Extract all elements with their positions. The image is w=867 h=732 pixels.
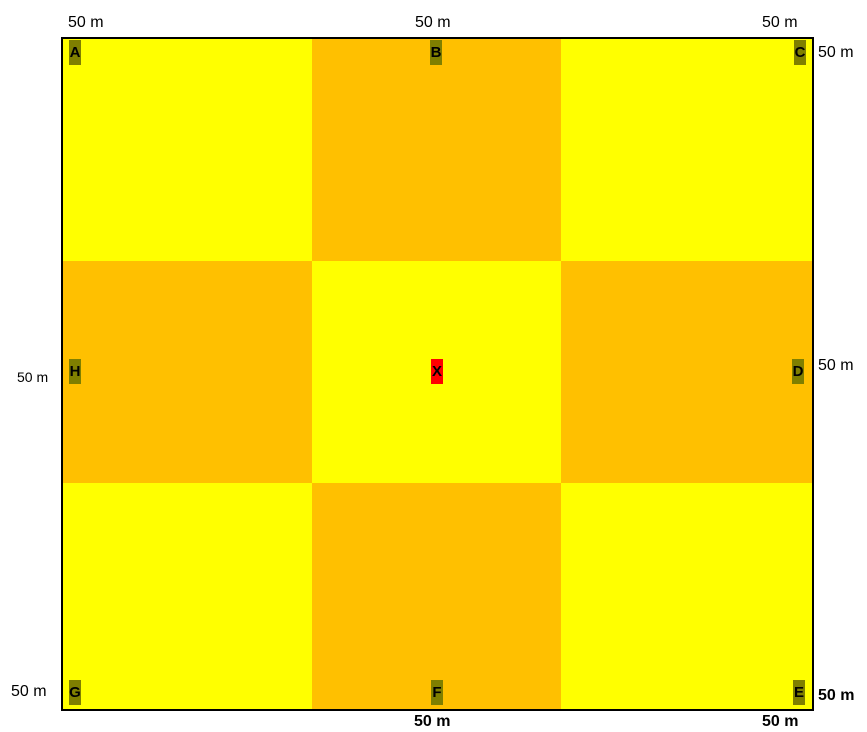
right-top-distance-label: 50 m [818,44,854,61]
marker-x-center: X [431,359,443,384]
top-left-distance-label: 50 m [68,14,104,31]
marker-f: F [431,680,443,705]
marker-a: A [69,40,81,65]
cell-r1-c1 [63,39,312,261]
marker-c: C [794,40,806,65]
bottom-right-distance-label: 50 m [762,713,799,730]
cell-r3-c1 [63,483,312,709]
cell-r3-c3 [561,483,812,709]
cell-r2-c1 [63,261,312,483]
left-bottom-distance-label: 50 m [11,683,47,700]
cell-r2-c3 [561,261,812,483]
cell-r3-c2 [312,483,561,709]
right-middle-distance-label: 50 m [818,357,854,374]
marker-b: B [430,40,442,65]
top-center-distance-label: 50 m [415,14,451,31]
left-middle-distance-label: 50 m [17,369,49,385]
marker-h: H [69,359,81,384]
bottom-center-distance-label: 50 m [414,713,451,730]
plot-grid [61,37,814,711]
marker-d: D [792,359,804,384]
marker-e: E [793,680,805,705]
cell-r1-c3 [561,39,812,261]
top-right-distance-label: 50 m [762,14,798,31]
marker-g: G [69,680,81,705]
cell-r1-c2 [312,39,561,261]
right-bottom-distance-label: 50 m [818,687,855,704]
